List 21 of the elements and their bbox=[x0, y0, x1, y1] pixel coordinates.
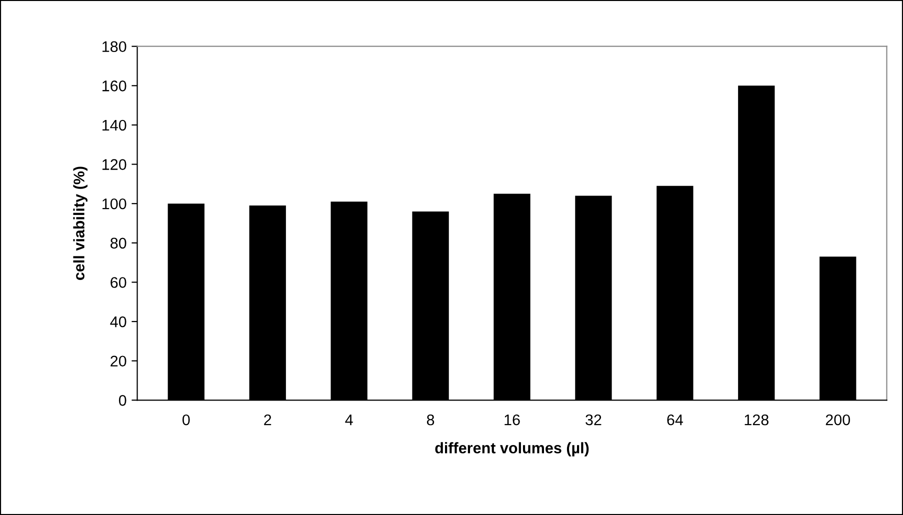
x-tick-label: 2 bbox=[264, 414, 272, 426]
y-tick-label: 60 bbox=[110, 277, 126, 288]
x-tick-label: 128 bbox=[744, 414, 768, 426]
x-tick-label: 8 bbox=[426, 414, 434, 426]
y-tick-label: 20 bbox=[110, 356, 126, 367]
y-tick-label: 100 bbox=[102, 198, 126, 210]
y-tick-label: 40 bbox=[110, 316, 126, 328]
y-tick-label: 120 bbox=[102, 159, 126, 170]
y-tick-label: 0 bbox=[118, 395, 126, 406]
y-tick-label: 80 bbox=[110, 238, 126, 249]
y-tick-label: 180 bbox=[102, 41, 126, 52]
x-axis-title: different volumes (µl) bbox=[435, 442, 589, 456]
x-tick-label: 200 bbox=[826, 414, 850, 426]
x-tick-label: 4 bbox=[345, 414, 353, 426]
x-tick-label: 0 bbox=[182, 414, 190, 426]
x-tick-label: 32 bbox=[586, 414, 602, 426]
x-tick-label: 16 bbox=[504, 414, 520, 426]
y-tick-label: 160 bbox=[102, 80, 126, 92]
y-axis-title: cell viability (%) bbox=[73, 166, 88, 280]
y-tick-label: 140 bbox=[102, 120, 126, 131]
x-tick-label: 64 bbox=[667, 414, 683, 426]
